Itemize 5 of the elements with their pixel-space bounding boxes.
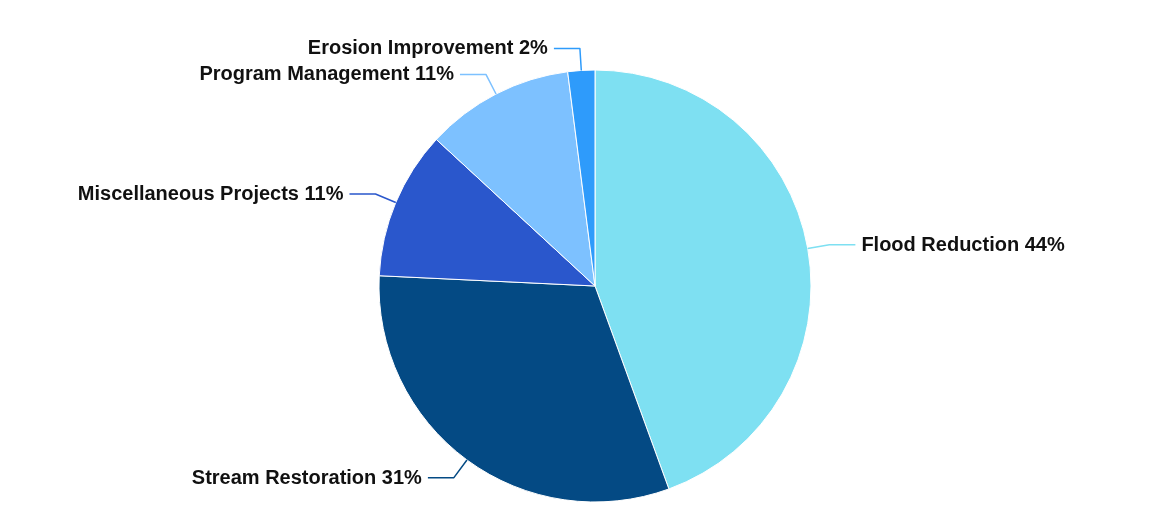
slice-label: Program Management 11% [199,62,455,85]
slice-label: Miscellaneous Projects 11% [77,182,344,205]
slice-label: Erosion Improvement 2% [307,36,549,59]
slice-label: Flood Reduction 44% [861,232,1065,255]
slice-label: Stream Restoration 31% [191,465,423,488]
